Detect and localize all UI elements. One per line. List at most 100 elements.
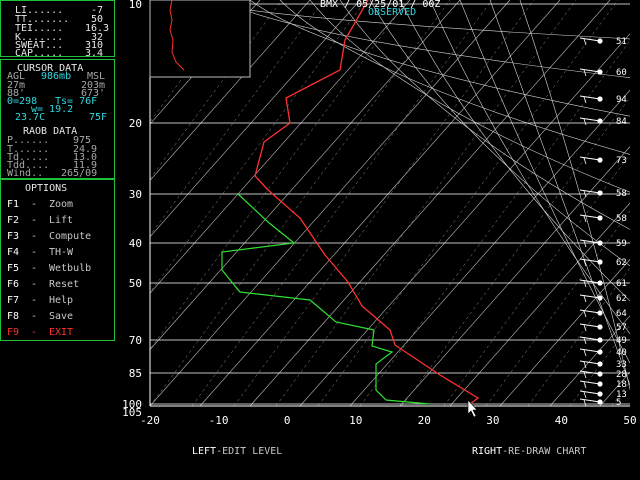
wind-barb-flag [583, 38, 587, 46]
index-label: TT....... [15, 14, 70, 25]
index-value: -7 [91, 5, 104, 16]
raob-value: 11.9 [73, 160, 98, 171]
wind-speed-label: 28 [616, 370, 627, 380]
isotherm-line [499, 258, 630, 406]
wind-speed-label: 5 [616, 398, 621, 408]
isotherm-line [449, 202, 630, 406]
wind-speed-label: 49 [616, 336, 627, 346]
wind-barb-staff [579, 348, 601, 353]
raob-label: Wind.. [7, 168, 44, 179]
x-tick-label: 0 [284, 414, 291, 427]
wind-barb-flag [583, 240, 587, 248]
cursor-msl-feet: 673' [81, 88, 106, 99]
wind-barb-flag [583, 295, 587, 303]
wind-barb-flag [583, 69, 587, 77]
index-value: 3.4 [85, 49, 104, 57]
mixing-ratio-line [443, 153, 630, 406]
dry-adiabat-line [219, 0, 630, 78]
dry-adiabat-line [519, 0, 630, 391]
wind-barb-flag [583, 391, 587, 399]
dry-adiabat-line [429, 0, 630, 335]
mixing-ratio-line [401, 97, 630, 406]
x-tick-label: 30 [486, 414, 499, 427]
wind-speed-label: 58 [616, 214, 627, 224]
footer-right-label: -RE-DRAW CHART [502, 446, 587, 457]
wind-barb-flag [583, 349, 587, 357]
index-value: 50 [91, 14, 104, 25]
inset-trace [169, 0, 185, 71]
wind-speed-label: 40 [616, 348, 627, 358]
wind-speed-label: 18 [616, 380, 627, 390]
wind-speed-label: 58 [616, 189, 627, 199]
station-header: BMX / 05/25/01 / 00Z [320, 0, 440, 10]
pressure-tick-label: 40 [129, 237, 142, 250]
option-key: F7 [7, 295, 20, 306]
pressure-tick-label: 10 [129, 0, 142, 11]
x-tick-label: -20 [140, 414, 160, 427]
wind-barb-flag [583, 280, 587, 288]
wind-barb-staff [579, 95, 601, 100]
mixing-ratio-line [359, 40, 630, 406]
option-reset[interactable]: F6- Reset [7, 280, 107, 292]
option-th-w[interactable]: F4- TH-W [7, 248, 107, 260]
option-dash: - [31, 263, 38, 274]
isotherm-line [150, 0, 361, 238]
footer-left-label: -EDIT LEVEL [216, 446, 283, 457]
wind-speed-label: 64 [616, 309, 627, 319]
option-save[interactable]: F8- Save [7, 312, 107, 324]
wind-barb-flag [583, 190, 587, 198]
dry-adiabat-line [309, 0, 630, 193]
mixing-ratio-line [150, 0, 325, 236]
wind-barb-staff [579, 360, 601, 365]
isotherm-line [150, 0, 411, 294]
pressure-tick-label: 50 [129, 277, 142, 290]
option-label: EXIT [49, 327, 74, 338]
x-tick-label: -10 [209, 414, 229, 427]
option-label: Lift [49, 215, 74, 226]
wind-barb-staff [579, 117, 601, 122]
wind-barb-staff [579, 370, 601, 375]
wind-speed-label: 62 [616, 258, 627, 268]
mixing-ratio-line [150, 0, 451, 406]
cursor-temp-c: 23.7C [15, 112, 46, 123]
wind-speed-label: 33 [616, 360, 627, 370]
option-compute[interactable]: F3- Compute [7, 232, 107, 244]
cursor-data-title: CURSOR DATA [17, 63, 84, 74]
option-key: F4 [7, 247, 20, 258]
wind-speed-label: 59 [616, 239, 627, 249]
raob-value: 24.9 [73, 144, 98, 155]
wind-barb-flag [583, 381, 587, 389]
wind-speed-label: 84 [616, 117, 627, 127]
pressure-tick-label: 30 [129, 188, 142, 201]
index-label: SWEAT... [15, 40, 64, 51]
mixing-ratio-line [569, 324, 630, 406]
dry-adiabat-line [489, 0, 630, 386]
footer-left: LEFT-EDIT LEVEL [192, 446, 282, 457]
dewpoint-trace [221, 193, 431, 405]
option-zoom[interactable]: F1- Zoom [7, 200, 107, 212]
isotherm-line [399, 146, 630, 406]
dry-adiabat-line [399, 0, 630, 302]
option-exit[interactable]: F9- EXIT [7, 328, 107, 340]
footer-right: RIGHT-RE-DRAW CHART [472, 446, 586, 457]
option-help[interactable]: F7- Help [7, 296, 107, 308]
index-label: K....... [15, 32, 64, 43]
cursor-agl-label: AGL [7, 71, 26, 82]
wind-barb-staff [579, 309, 601, 314]
mouse-pointer-icon [467, 399, 478, 418]
isotherm-line [0, 0, 60, 406]
option-dash: - [31, 311, 38, 322]
option-label: TH-W [49, 247, 74, 258]
dry-adiabat-line [339, 0, 630, 230]
wind-barb-flag [583, 324, 587, 332]
option-key: F9 [7, 327, 20, 338]
raob-data-title: RAOB DATA [23, 126, 78, 137]
option-wetbulb[interactable]: F5- Wetbulb [7, 264, 107, 276]
option-lift[interactable]: F2- Lift [7, 216, 107, 228]
dry-adiabat-line [249, 0, 630, 117]
indices-panel: LI...... -7 TT....... 50 TEI..... 16.3 K… [0, 0, 115, 57]
option-label: Wetbulb [49, 263, 92, 274]
wind-speed-label: 51 [616, 37, 627, 47]
isotherm-line [249, 0, 611, 406]
